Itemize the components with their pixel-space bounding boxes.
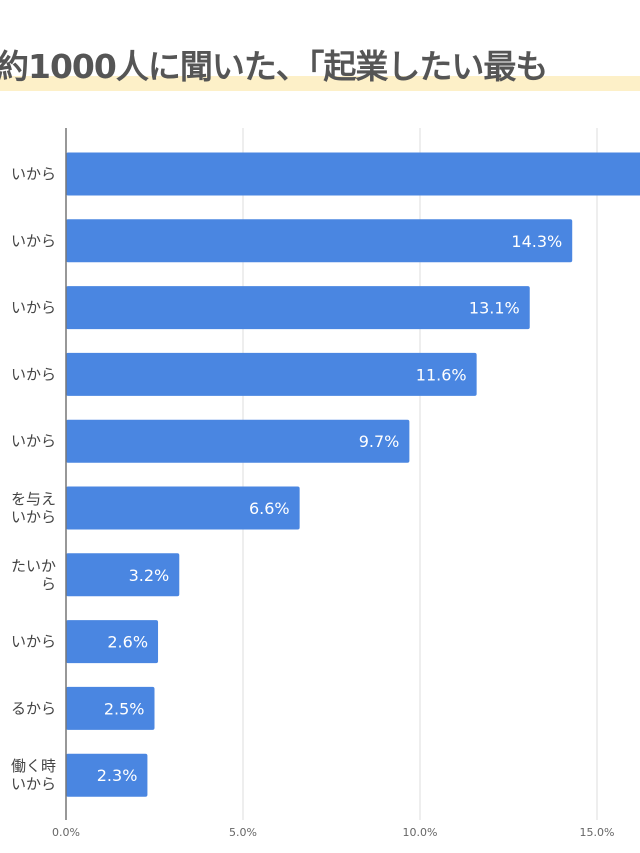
category-label: いから (11, 633, 56, 651)
x-tick-label: 10.0% (403, 826, 438, 839)
bar (66, 219, 573, 263)
data-label: 3.2% (129, 566, 170, 585)
bar (66, 620, 159, 664)
data-label: 11.6% (416, 365, 467, 384)
category-label: たいから (11, 557, 56, 593)
category-label: いから (11, 365, 56, 383)
data-label: 9.7% (359, 432, 400, 451)
category-label: いから (11, 432, 56, 450)
category-label: 働く時いから (11, 757, 56, 793)
category-label: いから (11, 232, 56, 250)
x-tick-label: 5.0% (229, 826, 257, 839)
category-label: いから (11, 299, 56, 317)
chart-title: 約1000人に聞いた、「起業したい最も (0, 47, 548, 86)
bar (66, 686, 155, 730)
data-label: 13.1% (469, 299, 520, 318)
data-label: 2.6% (107, 633, 148, 652)
data-label: 2.5% (104, 699, 145, 718)
x-tick-label: 15.0% (580, 826, 615, 839)
bar (66, 286, 530, 330)
bar (66, 753, 148, 797)
bar (66, 419, 410, 463)
category-label: いから (11, 165, 56, 183)
data-label: 14.3% (511, 232, 562, 251)
bar (66, 553, 180, 597)
category-label: を与えいから (11, 490, 56, 526)
category-label: るから (11, 699, 56, 717)
data-label: 6.6% (249, 499, 290, 518)
bar (66, 352, 477, 396)
x-tick-label: 0.0% (52, 826, 80, 839)
bar (66, 152, 640, 196)
data-label: 2.3% (97, 766, 138, 785)
bar (66, 486, 300, 530)
title-highlight (0, 76, 640, 91)
